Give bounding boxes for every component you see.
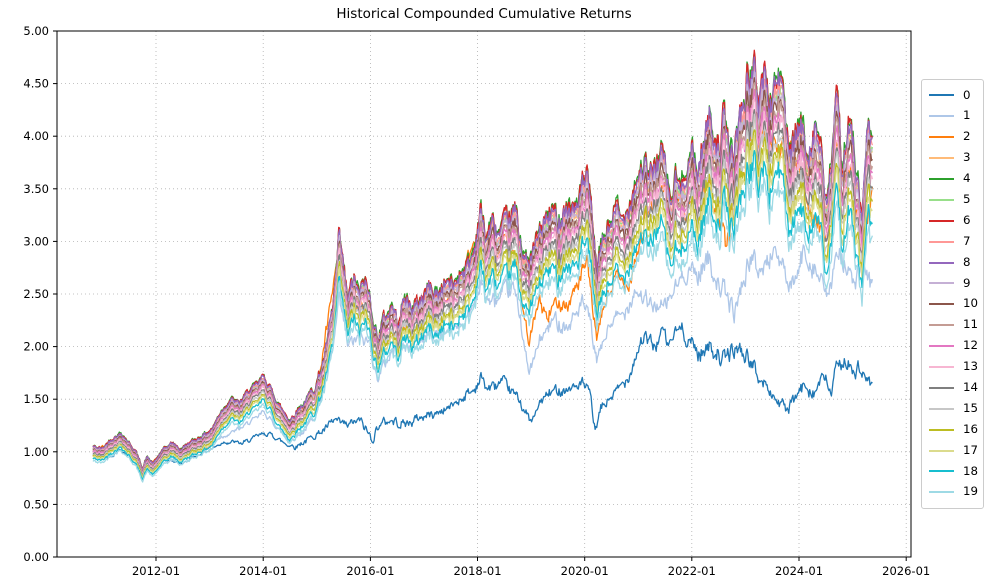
legend-item-12: 12 xyxy=(929,336,979,357)
y-tick-label: 3.50 xyxy=(23,182,49,196)
legend-item-10: 10 xyxy=(929,294,979,315)
legend-swatch-9 xyxy=(929,282,954,285)
legend-label-14: 14 xyxy=(963,380,979,395)
x-tick-label: 2012-01 xyxy=(132,564,180,578)
chart-title: Historical Compounded Cumulative Returns xyxy=(336,6,632,22)
y-tick-label: 2.50 xyxy=(23,287,49,301)
y-tick-label: 1.00 xyxy=(23,445,49,459)
legend-label-16: 16 xyxy=(963,421,979,436)
x-tick-label: 2022-01 xyxy=(668,564,716,578)
x-tick-label: 2016-01 xyxy=(346,564,394,578)
legend-swatch-15 xyxy=(929,407,954,410)
legend-label-19: 19 xyxy=(963,484,979,499)
series-line-8 xyxy=(92,56,873,471)
legend-swatch-18 xyxy=(929,470,954,473)
legend-swatch-13 xyxy=(929,366,954,369)
legend-item-1: 1 xyxy=(929,106,977,127)
legend-swatch-8 xyxy=(929,261,954,264)
legend-swatch-5 xyxy=(929,198,954,201)
legend-label-6: 6 xyxy=(963,212,971,227)
legend-item-15: 15 xyxy=(929,398,979,419)
series-line-18 xyxy=(92,149,873,481)
legend-label-7: 7 xyxy=(963,233,971,248)
y-tick-label: 1.50 xyxy=(23,392,49,406)
legend-item-7: 7 xyxy=(929,231,977,252)
x-tick-label: 2026-01 xyxy=(882,564,930,578)
legend: 0 1 2 3 4 5 6 7 8 9 10 11 12 13 14 15 16 17 18 19 xyxy=(921,79,984,509)
y-tick-label: 4.00 xyxy=(23,129,49,143)
series-line-13 xyxy=(92,99,874,476)
legend-label-13: 13 xyxy=(963,359,979,374)
legend-swatch-16 xyxy=(929,428,954,431)
legend-label-3: 3 xyxy=(963,150,971,165)
legend-swatch-10 xyxy=(929,303,954,306)
legend-label-1: 1 xyxy=(963,108,971,123)
series-line-16 xyxy=(92,129,874,479)
y-tick-label: 4.50 xyxy=(23,77,49,91)
legend-swatch-3 xyxy=(929,157,954,160)
axes-spines xyxy=(56,30,912,558)
legend-swatch-2 xyxy=(929,136,954,139)
legend-swatch-4 xyxy=(929,178,954,180)
x-tick-label: 2020-01 xyxy=(561,564,609,578)
legend-item-11: 11 xyxy=(929,315,979,336)
legend-item-13: 13 xyxy=(929,357,979,378)
y-tick-label: 0.50 xyxy=(23,497,49,511)
legend-item-0: 0 xyxy=(929,85,977,106)
legend-swatch-14 xyxy=(929,386,954,389)
legend-swatch-1 xyxy=(929,115,954,118)
legend-label-2: 2 xyxy=(963,129,971,144)
series-line-9 xyxy=(92,70,873,473)
series-line-0 xyxy=(92,322,873,472)
legend-swatch-11 xyxy=(929,324,954,327)
legend-swatch-6 xyxy=(929,219,954,222)
legend-label-9: 9 xyxy=(963,275,971,290)
y-tick-label: 3.00 xyxy=(23,234,49,248)
x-tick-label: 2018-01 xyxy=(453,564,501,578)
legend-label-18: 18 xyxy=(963,463,979,478)
legend-swatch-0 xyxy=(929,94,954,97)
x-tick-label: 2014-01 xyxy=(239,564,287,578)
legend-label-12: 12 xyxy=(963,338,979,353)
legend-item-16: 16 xyxy=(929,419,979,440)
legend-swatch-19 xyxy=(929,491,954,494)
series-line-15 xyxy=(92,113,873,478)
legend-item-3: 3 xyxy=(929,148,977,169)
y-tick-label: 2.00 xyxy=(23,340,49,354)
legend-item-17: 17 xyxy=(929,440,979,461)
legend-label-0: 0 xyxy=(963,87,971,102)
legend-label-8: 8 xyxy=(963,254,971,269)
legend-swatch-12 xyxy=(929,345,954,348)
legend-label-11: 11 xyxy=(963,317,979,332)
legend-swatch-17 xyxy=(929,449,954,452)
legend-item-14: 14 xyxy=(929,377,979,398)
legend-item-4: 4 xyxy=(929,169,977,190)
legend-label-17: 17 xyxy=(963,442,979,457)
legend-item-2: 2 xyxy=(929,127,977,148)
legend-label-4: 4 xyxy=(963,171,971,186)
legend-label-10: 10 xyxy=(963,296,979,311)
legend-item-5: 5 xyxy=(929,189,977,210)
legend-item-19: 19 xyxy=(929,482,979,503)
legend-item-18: 18 xyxy=(929,461,979,482)
series-line-19 xyxy=(92,167,874,483)
legend-swatch-7 xyxy=(929,240,954,243)
y-tick-label: 0.00 xyxy=(23,550,49,564)
legend-item-6: 6 xyxy=(929,210,977,231)
series-line-17 xyxy=(92,135,873,479)
legend-label-15: 15 xyxy=(963,400,979,415)
series-line-1 xyxy=(92,244,874,477)
legend-label-5: 5 xyxy=(963,192,971,206)
legend-item-8: 8 xyxy=(929,252,977,273)
x-tick-label: 2024-01 xyxy=(775,564,823,578)
legend-item-9: 9 xyxy=(929,273,977,294)
y-tick-label: 5.00 xyxy=(23,24,49,38)
